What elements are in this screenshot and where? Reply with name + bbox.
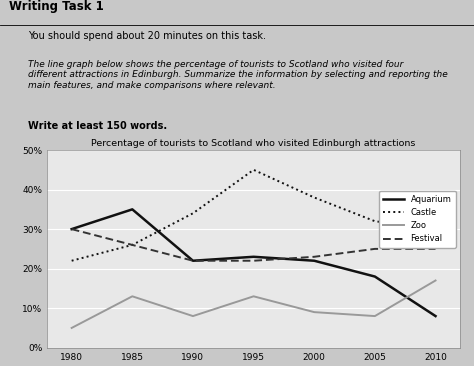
Festival — [433, 247, 438, 251]
Title: Percentage of tourists to Scotland who visited Edinburgh attractions: Percentage of tourists to Scotland who v… — [91, 139, 416, 148]
Castle — [372, 219, 378, 223]
Line: Aquarium: Aquarium — [72, 209, 436, 316]
Line: Festival: Festival — [72, 229, 436, 261]
Festival — [69, 227, 74, 231]
Aquarium — [190, 258, 196, 263]
Castle — [129, 243, 135, 247]
Aquarium — [372, 274, 378, 279]
Aquarium — [251, 255, 256, 259]
Text: Writing Task 1: Writing Task 1 — [9, 0, 104, 13]
Festival — [190, 258, 196, 263]
Zoo — [69, 326, 74, 330]
Zoo — [372, 314, 378, 318]
Text: Write at least 150 words.: Write at least 150 words. — [28, 121, 168, 131]
Zoo — [190, 314, 196, 318]
Zoo — [433, 278, 438, 283]
Castle — [190, 211, 196, 216]
Castle — [433, 227, 438, 231]
Festival — [251, 258, 256, 263]
Text: The line graph below shows the percentage of tourists to Scotland who visited fo: The line graph below shows the percentag… — [28, 60, 448, 90]
Aquarium — [129, 207, 135, 212]
Zoo — [129, 294, 135, 299]
Legend: Aquarium, Castle, Zoo, Festival: Aquarium, Castle, Zoo, Festival — [379, 191, 456, 248]
Castle — [251, 168, 256, 172]
Text: You should spend about 20 minutes on this task.: You should spend about 20 minutes on thi… — [28, 31, 266, 41]
Aquarium — [433, 314, 438, 318]
Line: Castle: Castle — [72, 170, 436, 261]
Festival — [129, 243, 135, 247]
Castle — [311, 195, 317, 200]
Aquarium — [69, 227, 74, 231]
Castle — [69, 258, 74, 263]
Zoo — [251, 294, 256, 299]
Festival — [372, 247, 378, 251]
Line: Zoo: Zoo — [72, 280, 436, 328]
Aquarium — [311, 258, 317, 263]
Zoo — [311, 310, 317, 314]
Festival — [311, 255, 317, 259]
